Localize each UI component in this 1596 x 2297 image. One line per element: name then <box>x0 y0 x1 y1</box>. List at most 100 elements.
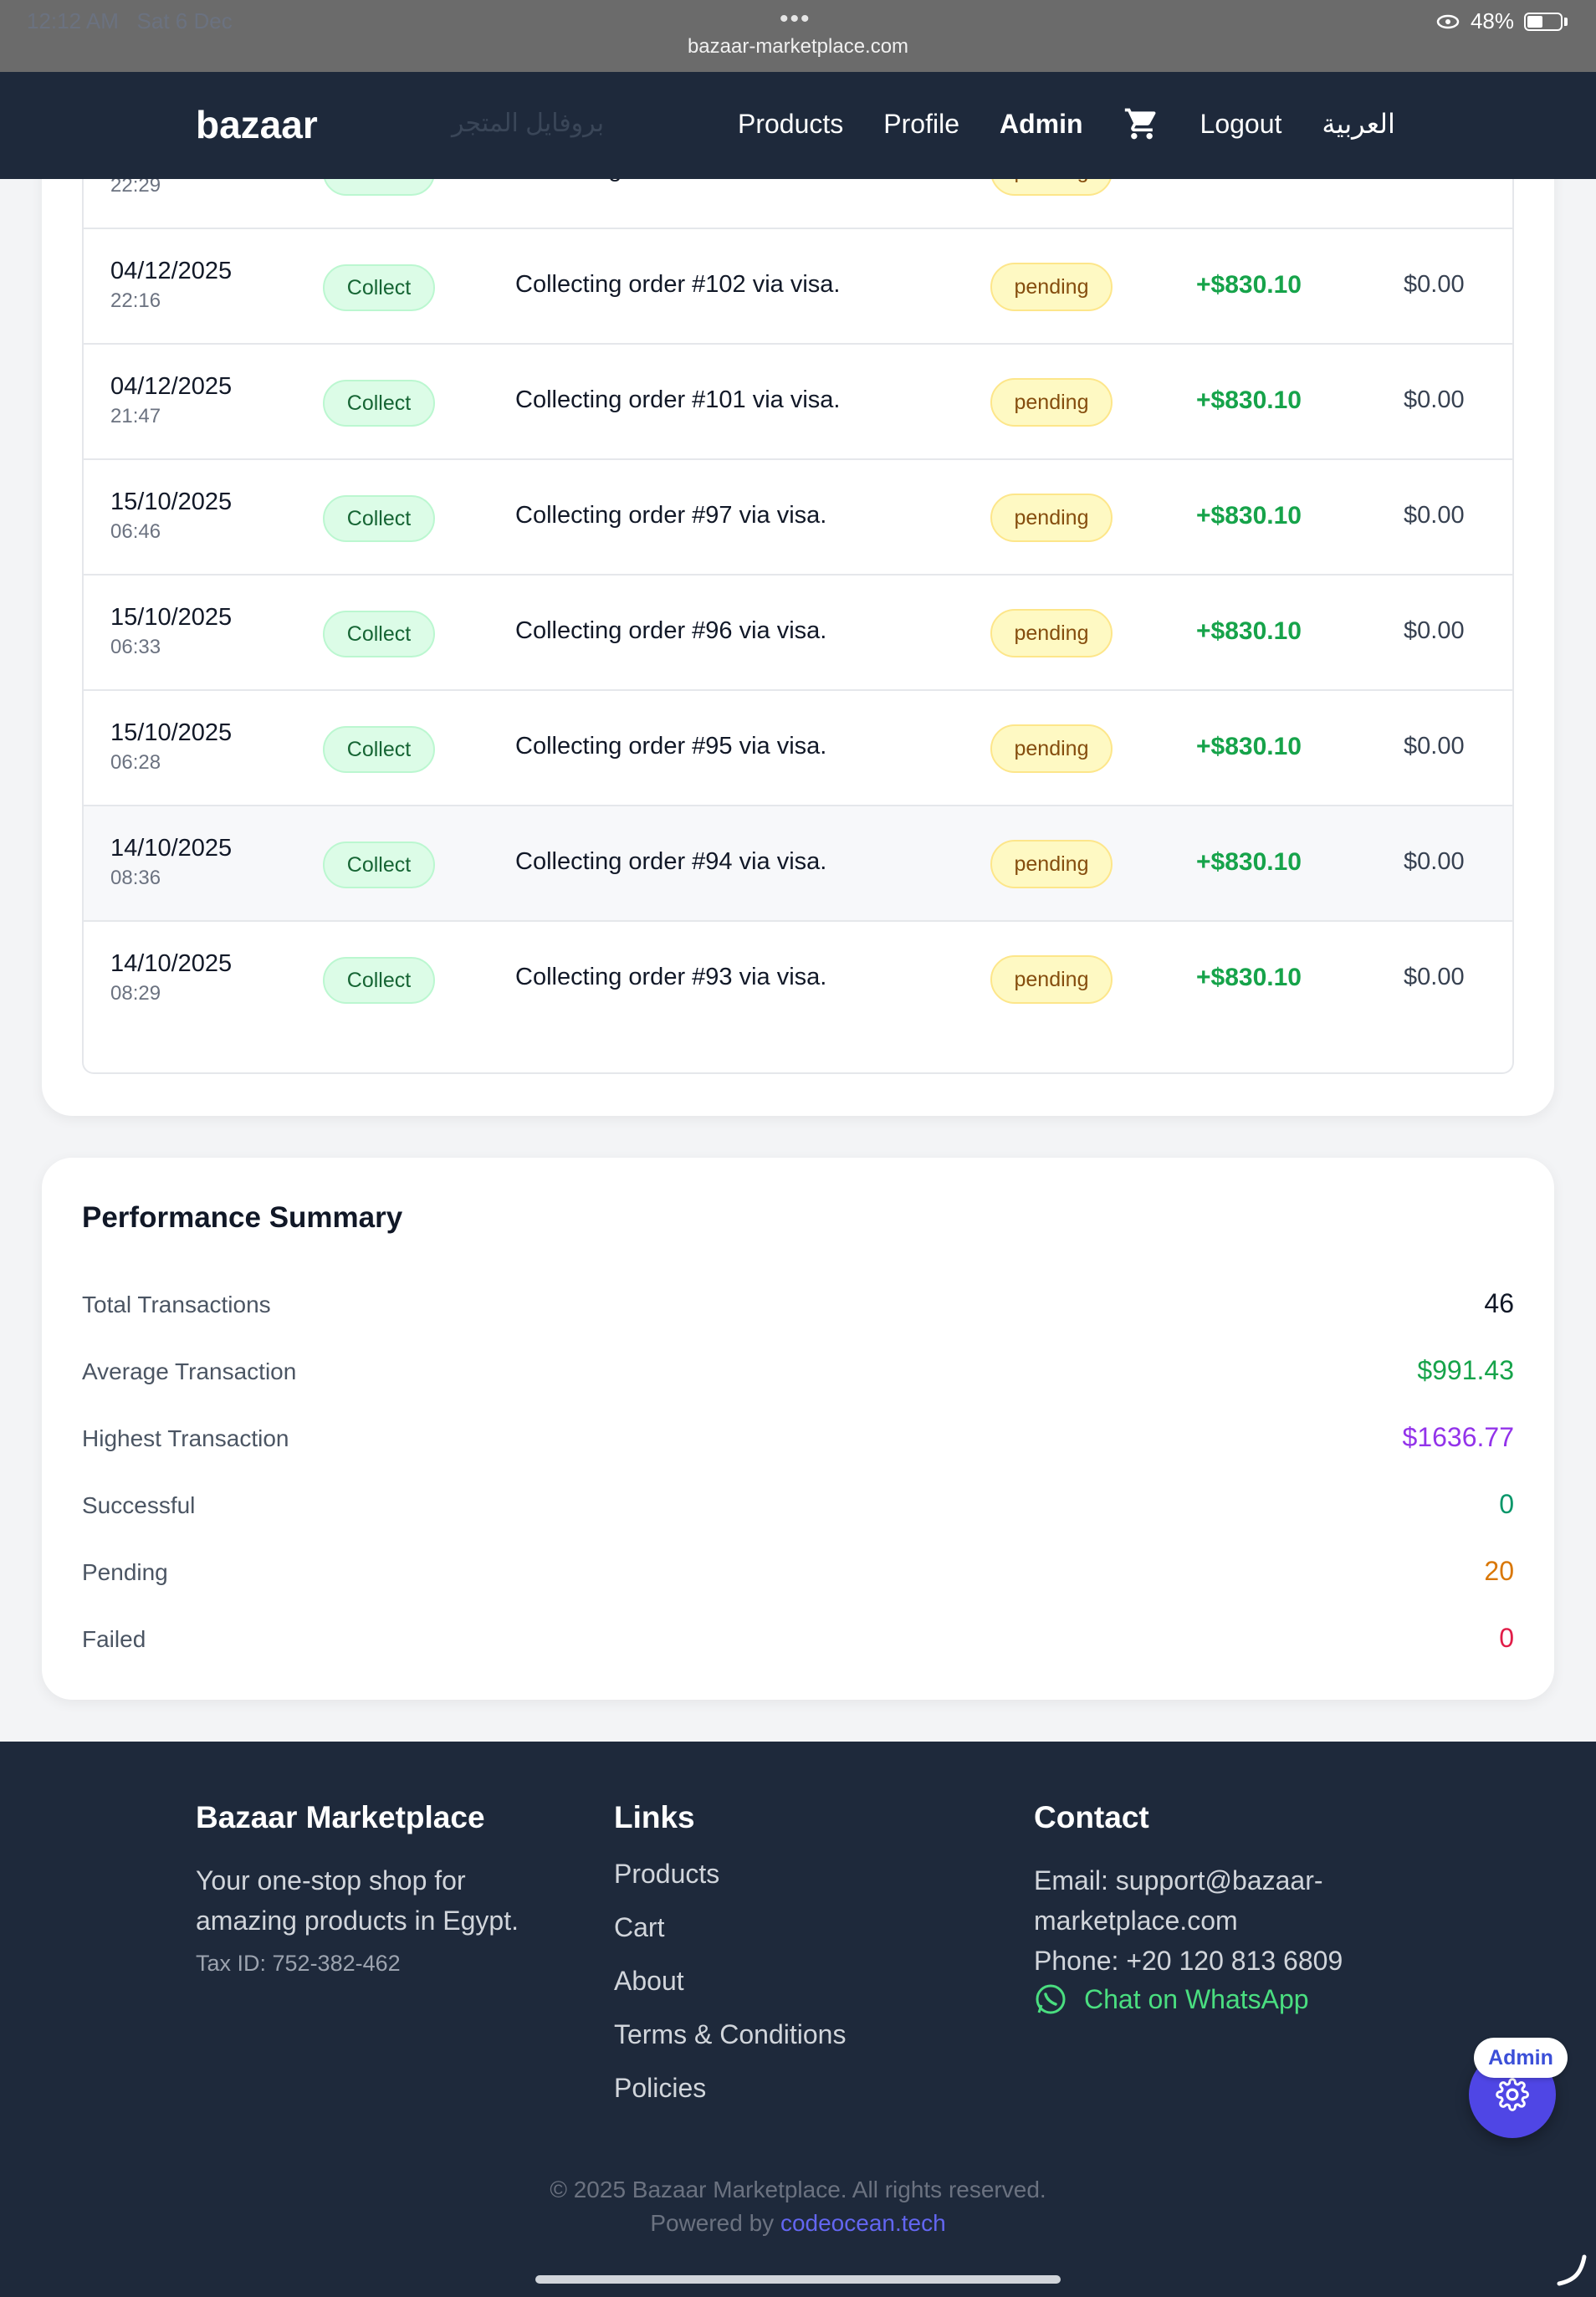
tx-amount: +$830.10 <box>1196 733 1302 760</box>
tx-amount: +$830.10 <box>1196 964 1302 991</box>
stat-label: Average Transaction <box>82 1358 297 1384</box>
tx-status-badge: pending <box>990 609 1113 657</box>
footer-links-title: Links <box>614 1800 695 1834</box>
summary-stat-row: Successful 0 <box>82 1487 1514 1524</box>
more-dots-icon[interactable]: ••• <box>780 5 811 33</box>
nav-links: Products Profile Admin Logout العربية <box>738 105 1435 142</box>
summary-stat-row: Average Transaction $991.43 <box>82 1353 1514 1390</box>
tx-amount: +$830.10 <box>1196 848 1302 876</box>
tx-date: 15/10/2025 <box>110 719 233 746</box>
tx-type-badge: Collect <box>323 380 435 427</box>
battery-icon <box>1524 12 1563 31</box>
nav-logout[interactable]: Logout <box>1200 108 1282 139</box>
footer-link-policies[interactable]: Policies <box>614 2073 707 2103</box>
tx-balance: $0.00 <box>1404 848 1465 875</box>
tx-description: Collecting order #95 via visa. <box>515 733 827 760</box>
footer-brand-title: Bazaar Marketplace <box>196 1800 485 1834</box>
tx-time: 08:29 <box>110 982 161 1005</box>
tx-time: 06:46 <box>110 520 161 543</box>
status-bar: 12:12 AM Sat 6 Dec ••• bazaar-marketplac… <box>0 0 1596 72</box>
footer-link-terms[interactable]: Terms & Conditions <box>614 2019 847 2049</box>
table-row: 15/10/2025 06:28 Collect Collecting order #… <box>84 691 1512 806</box>
tx-time: 22:16 <box>110 289 161 312</box>
tx-balance: $0.00 <box>1404 502 1465 529</box>
stat-value: 0 <box>1499 1489 1514 1519</box>
tx-balance: $0.00 <box>1404 733 1465 760</box>
tx-time: 06:33 <box>110 636 161 658</box>
battery-percent: 48% <box>1470 8 1514 33</box>
tx-status-badge: pending <box>990 840 1113 888</box>
footer-contact-title: Contact <box>1034 1800 1149 1834</box>
tx-status-badge: pending <box>990 378 1113 427</box>
tx-date: 04/12/2025 <box>110 373 233 400</box>
footer-link-products[interactable]: Products <box>614 1859 720 1889</box>
nav-store-profile[interactable]: بروفايل المتجر <box>452 110 605 137</box>
tx-status-badge: pending <box>990 494 1113 542</box>
footer-tagline: Your one-stop shop for amazing products … <box>196 1865 519 1936</box>
cart-icon[interactable] <box>1123 105 1160 142</box>
stat-value: 46 <box>1484 1288 1514 1318</box>
footer-email[interactable]: Email: support@bazaar-marketplace.com <box>1034 1865 1323 1936</box>
status-right: 48% <box>1435 8 1568 34</box>
tx-status-badge: pending <box>990 263 1113 311</box>
tx-description: Collecting order #101 via visa. <box>515 386 841 413</box>
summary-stat-row: Highest Transaction $1636.77 <box>82 1420 1514 1457</box>
tx-type-badge: Collect <box>323 726 435 773</box>
tx-balance: $0.00 <box>1404 617 1465 644</box>
nav-admin[interactable]: Admin <box>999 108 1083 139</box>
nav-language-arabic[interactable]: العربية <box>1322 109 1395 139</box>
url-bar[interactable]: bazaar-marketplace.com <box>687 35 909 58</box>
tx-type-badge: Collect <box>323 495 435 542</box>
footer-phone[interactable]: Phone: +20 120 813 6809 <box>1034 1946 1343 1976</box>
tx-type-badge: Collect <box>323 842 435 888</box>
tx-date: 04/12/2025 <box>110 258 233 284</box>
stat-value: $991.43 <box>1417 1355 1514 1385</box>
nav-products[interactable]: Products <box>738 108 844 139</box>
tx-date: 15/10/2025 <box>110 489 233 515</box>
tx-description: Collecting order #96 via visa. <box>515 617 827 644</box>
footer-powered-by: Powered by codeocean.tech <box>650 2210 946 2236</box>
tx-balance: $0.00 <box>1404 271 1465 298</box>
tx-date: 15/10/2025 <box>110 604 233 631</box>
tx-description: Collecting order #93 via visa. <box>515 964 827 990</box>
powered-by-link[interactable]: codeocean.tech <box>780 2210 946 2236</box>
navbar: bazaar بروفايل المتجر Products Profile A… <box>0 72 1596 179</box>
tx-balance: $0.00 <box>1404 386 1465 413</box>
admin-fab-label: Admin <box>1474 2038 1568 2078</box>
tx-amount: +$830.10 <box>1196 386 1302 414</box>
summary-stat-row: Total Transactions 46 <box>82 1287 1514 1323</box>
tx-status-badge: pending <box>990 955 1113 1004</box>
stat-value: 20 <box>1484 1556 1514 1586</box>
table-row: 14/10/2025 08:29 Collect Collecting order #… <box>84 922 1512 1037</box>
whatsapp-link[interactable]: Chat on WhatsApp <box>1034 1982 1385 2016</box>
stat-label: Pending <box>82 1559 168 1585</box>
footer-copyright: © 2025 Bazaar Marketplace. All rights re… <box>550 2177 1046 2202</box>
nav-profile[interactable]: Profile <box>883 108 959 139</box>
phone-icon[interactable] <box>1556 2254 1589 2287</box>
link-icon <box>1436 14 1460 28</box>
whatsapp-label: Chat on WhatsApp <box>1084 1983 1309 2014</box>
footer-contact-col: Contact Email: support@bazaar-marketplac… <box>1034 1800 1385 2016</box>
stat-value: 0 <box>1499 1623 1514 1653</box>
table-row: 04/12/2025 22:16 Collect Collecting order #… <box>84 229 1512 345</box>
tx-time: 21:47 <box>110 405 161 427</box>
tx-amount: +$830.10 <box>1196 271 1302 299</box>
stat-label: Total Transactions <box>82 1292 271 1317</box>
table-row: 04/12/2025 21:47 Collect Collecting order #… <box>84 345 1512 460</box>
stat-label: Failed <box>82 1626 146 1652</box>
tx-date: 14/10/2025 <box>110 835 233 862</box>
footer-tax-id: Tax ID: 752-382-462 <box>196 1951 401 1976</box>
stat-value: $1636.77 <box>1402 1422 1514 1452</box>
stat-label: Highest Transaction <box>82 1425 289 1451</box>
tx-type-badge: Collect <box>323 957 435 1004</box>
footer-link-about[interactable]: About <box>614 1966 684 1996</box>
tx-amount: +$830.10 <box>1196 502 1302 529</box>
tx-type-badge: Collect <box>323 264 435 311</box>
tx-description: Collecting order #102 via visa. <box>515 271 841 298</box>
performance-summary-card: Performance Summary Total Transactions 46… <box>42 1158 1554 1700</box>
brand-logo[interactable]: bazaar <box>196 103 318 146</box>
stat-label: Successful <box>82 1492 196 1518</box>
tx-description: Collecting order #97 via visa. <box>515 502 827 529</box>
footer-link-cart[interactable]: Cart <box>614 1912 665 1942</box>
